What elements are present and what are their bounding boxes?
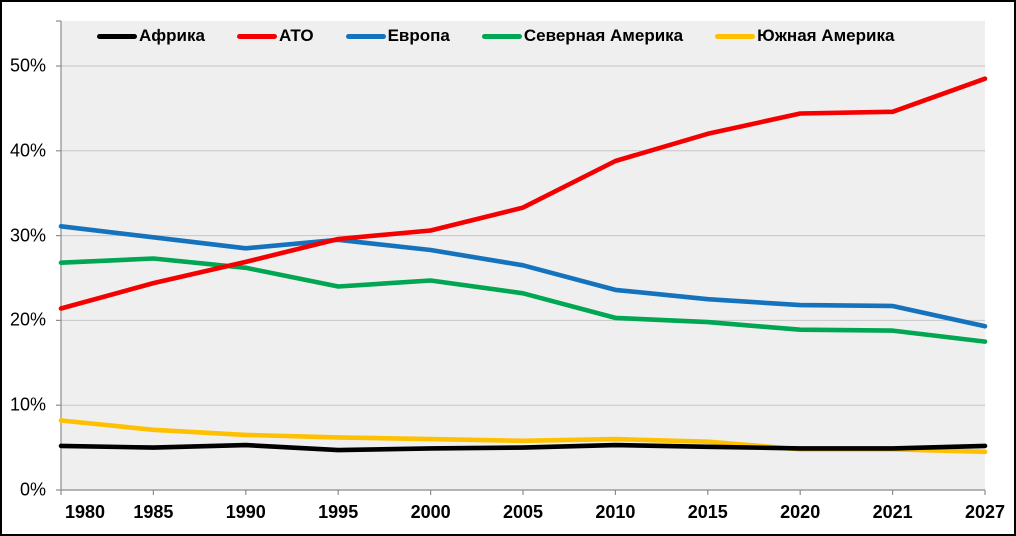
x-axis-label-1985: 1985: [133, 502, 174, 522]
x-axis-label-2020: 2020: [780, 502, 821, 522]
legend-line-swatch: [481, 33, 522, 39]
x-axis-label-2000: 2000: [410, 502, 451, 522]
y-axis-label-30: 30%: [9, 225, 46, 246]
series-line-4: [58, 256, 988, 344]
x-axis-label-2010: 2010: [595, 502, 636, 522]
x-axis-label-2021: 2021: [872, 502, 913, 522]
legend-line-swatch: [715, 33, 756, 39]
legend-line-swatch: [236, 33, 277, 39]
y-axis-label-10: 10%: [9, 394, 46, 415]
y-axis-label-40: 40%: [9, 140, 46, 161]
series-line-1: [58, 442, 988, 453]
legend-label: Африка: [139, 26, 205, 45]
legend-item-северная-америка: Северная Америка: [481, 26, 684, 46]
legend-line-swatch: [97, 33, 137, 39]
legend-label: Европа: [387, 26, 450, 45]
y-axis-label-50: 50%: [9, 55, 46, 76]
x-axis-label-1980: 1980: [64, 502, 106, 522]
series-line-2: [58, 76, 988, 311]
legend-label: АТО: [278, 26, 314, 45]
y-axis-label-20: 20%: [9, 309, 46, 330]
legend-label: Южная Америка: [757, 26, 895, 45]
plot-area: [61, 21, 985, 490]
y-axis-label-0: 0%: [19, 479, 46, 500]
legend-item-африка: Африка: [97, 26, 205, 46]
x-axis-label-1990: 1990: [225, 502, 266, 522]
legend-item-европа: Европа: [345, 26, 450, 46]
legend-item-южная-америка: Южная Америка: [715, 26, 894, 46]
legend-item-ато: АТО: [236, 26, 314, 46]
legend-label: Северная Америка: [523, 26, 684, 45]
x-axis-label-1995: 1995: [318, 502, 359, 522]
series-line-3: [58, 224, 988, 329]
x-axis-label-2015: 2015: [687, 502, 728, 522]
x-axis-label-2005: 2005: [502, 502, 544, 522]
legend-line-swatch: [345, 33, 386, 39]
chart-legend: Африка АТО Европа Северная Америка Южная Аме…: [97, 23, 894, 49]
x-axis-label-2027: 2027: [964, 502, 1006, 522]
